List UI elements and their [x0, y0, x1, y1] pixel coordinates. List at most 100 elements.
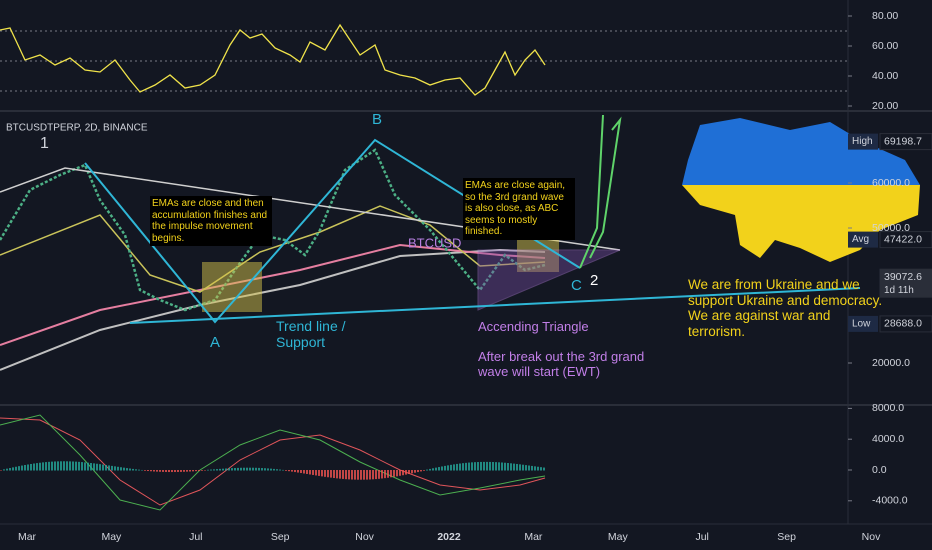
hist-bar	[9, 468, 11, 471]
hist-bar	[423, 470, 425, 471]
hist-bar	[147, 470, 149, 472]
hist-bar	[396, 470, 398, 477]
hist-bar	[45, 462, 47, 471]
hist-bar	[69, 461, 71, 471]
hist-bar	[405, 470, 407, 475]
note: Trend line / Support	[276, 318, 346, 351]
hist-bar	[267, 468, 269, 471]
hist-bar	[312, 470, 314, 475]
hist-bar	[18, 466, 20, 471]
hist-bar	[54, 461, 56, 471]
hist-bar	[444, 465, 446, 471]
ema-white	[0, 248, 546, 371]
hist-bar	[12, 467, 14, 471]
triangle	[477, 249, 621, 311]
wave-label: A	[210, 334, 220, 351]
accumulation-box	[517, 240, 559, 272]
hist-bar	[162, 470, 164, 472]
time-label: Sep	[777, 531, 796, 543]
hist-bar	[126, 468, 128, 471]
marker-name: High	[852, 136, 873, 147]
time-label: Sep	[271, 531, 290, 543]
hist-bar	[36, 463, 38, 471]
hist-bar	[393, 470, 395, 477]
hist-bar	[375, 470, 377, 480]
hist-bar	[543, 467, 545, 471]
hist-bar	[183, 470, 185, 472]
hist-bar	[357, 470, 359, 480]
marker-name: Low	[852, 319, 871, 330]
rsi-line	[0, 23, 546, 96]
hist-bar	[249, 467, 251, 471]
hist-bar	[291, 470, 293, 472]
hist-bar	[105, 465, 107, 471]
tick-label: 4000.0	[872, 433, 904, 445]
hist-bar	[30, 463, 32, 471]
ema-yellow	[0, 205, 546, 293]
hist-bar	[528, 465, 530, 471]
hist-bar	[288, 470, 290, 472]
hist-bar	[525, 465, 527, 471]
hist-bar	[99, 464, 101, 471]
hist-bar	[537, 466, 539, 471]
hist-bar	[279, 469, 281, 471]
hist-bar	[201, 470, 203, 471]
hist-bar	[435, 467, 437, 471]
wave-label: C	[571, 277, 582, 294]
hist-bar	[150, 470, 152, 472]
hist-bar	[3, 469, 5, 471]
hist-bar	[417, 470, 419, 473]
hist-bar	[378, 470, 380, 479]
hist-bar	[216, 469, 218, 471]
hist-bar	[441, 466, 443, 471]
hist-bar	[57, 461, 59, 471]
hist-bar	[195, 470, 197, 472]
hist-bar	[420, 470, 422, 472]
time-label: 2022	[437, 531, 461, 543]
hist-bar	[354, 470, 356, 480]
hist-bar	[237, 467, 239, 471]
hist-bar	[480, 461, 482, 471]
map-blue	[682, 118, 920, 185]
hist-bar	[117, 466, 119, 471]
hist-bar	[204, 470, 206, 471]
price-marker	[879, 231, 932, 249]
hist-bar	[102, 464, 104, 471]
hist-bar	[498, 462, 500, 471]
hist-bar	[240, 467, 242, 471]
hist-bar	[165, 470, 167, 472]
marker-sub: 1d 11h	[884, 285, 914, 296]
hist-bar	[252, 467, 254, 471]
hist-bar	[159, 470, 161, 472]
hist-bar	[363, 470, 365, 480]
hist-bar	[462, 463, 464, 471]
hist-bar	[516, 463, 518, 471]
hist-bar	[111, 465, 113, 471]
hist-bar	[246, 467, 248, 471]
hist-bar	[144, 470, 146, 471]
hist-bar	[132, 468, 134, 471]
hist-bar	[177, 470, 179, 472]
hist-bar	[411, 470, 413, 474]
time-label: Mar	[18, 531, 37, 543]
hist-bar	[168, 470, 170, 473]
hist-bar	[474, 462, 476, 471]
hist-bar	[519, 464, 521, 471]
wave-label: 1	[40, 135, 49, 152]
tick-label: 0.0	[872, 464, 887, 476]
hist-bar	[471, 462, 473, 471]
marker-name: Avg	[852, 234, 869, 245]
hist-bar	[15, 466, 17, 471]
hist-bar	[504, 462, 506, 471]
hist-bar	[438, 467, 440, 471]
hist-bar	[477, 462, 479, 471]
hist-bar	[60, 461, 62, 471]
time-label: Nov	[862, 531, 881, 543]
hist-bar	[384, 470, 386, 479]
hist-bar	[453, 464, 455, 471]
hist-bar	[273, 468, 275, 471]
projection-arrow	[579, 114, 604, 269]
hist-bar	[84, 462, 86, 471]
tick-label: 60.00	[872, 40, 898, 52]
hist-bar	[360, 470, 362, 480]
